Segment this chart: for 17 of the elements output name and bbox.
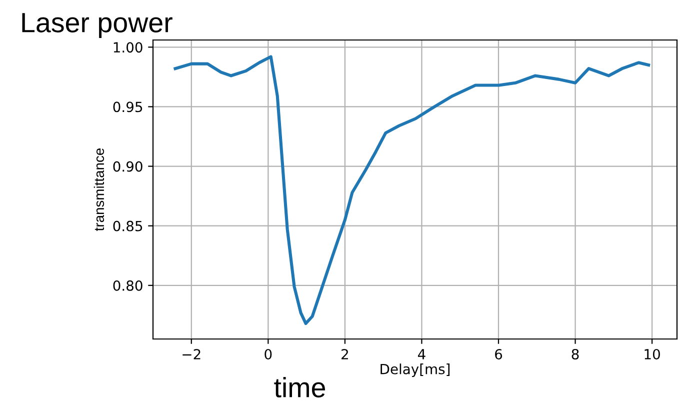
y-tick-label: 0.95	[113, 102, 142, 112]
x-tick-label: 0	[264, 348, 272, 360]
y-tick-label: 1.00	[114, 42, 142, 53]
line-series	[174, 55, 650, 326]
y-axis-title: transmittance	[94, 148, 104, 231]
x-tick-label: 8	[572, 348, 579, 360]
y-tick-label: 0.90	[113, 161, 142, 172]
y-tick-label: 0.80	[113, 280, 142, 291]
x-tick-label: 6	[495, 348, 502, 360]
y-tick-label: 0.85	[113, 220, 142, 232]
text: time	[274, 377, 326, 398]
x-axis-title: Delay[ms]	[380, 364, 450, 377]
x-tick-label: 10	[644, 348, 660, 360]
x-tick-label: 4	[418, 349, 426, 360]
chart-title: Laser power	[22, 13, 172, 38]
x-tick-label: 2	[342, 348, 348, 360]
x-tick-label: −2	[182, 348, 200, 360]
